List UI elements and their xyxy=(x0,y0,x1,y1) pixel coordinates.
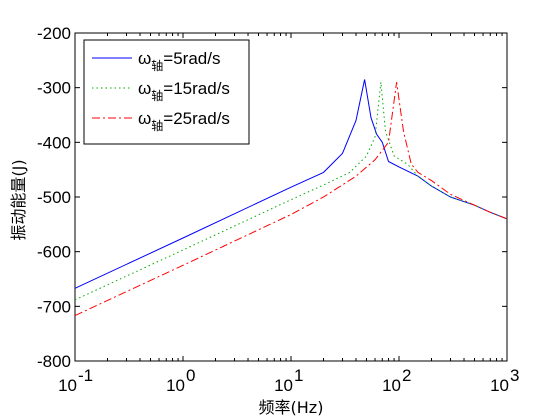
y-tick-label: -400 xyxy=(37,133,71,152)
legend-item-1: ω轴=5rad/s xyxy=(92,49,220,73)
legend-item-2: ω轴=15rad/s xyxy=(92,79,230,103)
x-tick-label: 102 xyxy=(382,366,411,395)
series-layer xyxy=(74,79,508,317)
legend-subscript: 轴 xyxy=(151,58,163,73)
legend-label: ω轴=15rad/s xyxy=(138,79,230,103)
legend-symbol: ω xyxy=(138,49,151,68)
x-tick-label-exp: 1 xyxy=(294,366,303,385)
x-tick-label-exp: 2 xyxy=(402,366,411,385)
x-tick-label-base: 10 xyxy=(58,376,77,395)
ticks-layer xyxy=(74,32,508,362)
series-line-2 xyxy=(74,82,508,301)
y-tick-label: -700 xyxy=(37,297,71,316)
y-tick-label: -600 xyxy=(37,243,71,262)
legend-label: ω轴=5rad/s xyxy=(138,49,220,73)
series-line-3 xyxy=(74,82,508,317)
x-tick-label: 103 xyxy=(490,366,519,395)
x-tick-label-exp: -1 xyxy=(78,366,93,385)
x-tick-label: 10-1 xyxy=(58,366,93,395)
legend-label: ω轴=25rad/s xyxy=(138,109,230,133)
x-tick-label: 101 xyxy=(274,366,303,395)
y-axis-label: 振动能量(J) xyxy=(9,159,28,240)
x-axis-label: 频率(Hz) xyxy=(259,398,324,417)
x-tick-label: 100 xyxy=(166,366,195,395)
legend-box xyxy=(83,39,250,145)
y-tick-label: -800 xyxy=(37,352,71,371)
y-tick-label: -200 xyxy=(37,24,71,43)
x-tick-label-base: 10 xyxy=(274,376,293,395)
legend-subscript: 轴 xyxy=(151,118,163,133)
x-tick-label-base: 10 xyxy=(166,376,185,395)
x-tick-label-base: 10 xyxy=(382,376,401,395)
x-tick-label-exp: 3 xyxy=(510,366,519,385)
x-tick-label-exp: 0 xyxy=(186,366,195,385)
legend-symbol: ω xyxy=(138,79,151,98)
legend: ω轴=5rad/sω轴=15rad/sω轴=25rad/s xyxy=(83,39,250,145)
legend-symbol: ω xyxy=(138,109,151,128)
legend-suffix: =25rad/s xyxy=(163,109,230,128)
legend-subscript: 轴 xyxy=(151,88,163,103)
legend-suffix: =5rad/s xyxy=(163,49,220,68)
y-tick-label: -500 xyxy=(37,188,71,207)
x-tick-label-base: 10 xyxy=(490,376,509,395)
legend-suffix: =15rad/s xyxy=(163,79,230,98)
y-tick-labels: -800 -700 -600 -500 -400 -300 -200 xyxy=(37,24,71,371)
legend-item-3: ω轴=25rad/s xyxy=(92,109,230,133)
y-tick-label: -300 xyxy=(37,79,71,98)
series-line-1 xyxy=(74,79,508,289)
